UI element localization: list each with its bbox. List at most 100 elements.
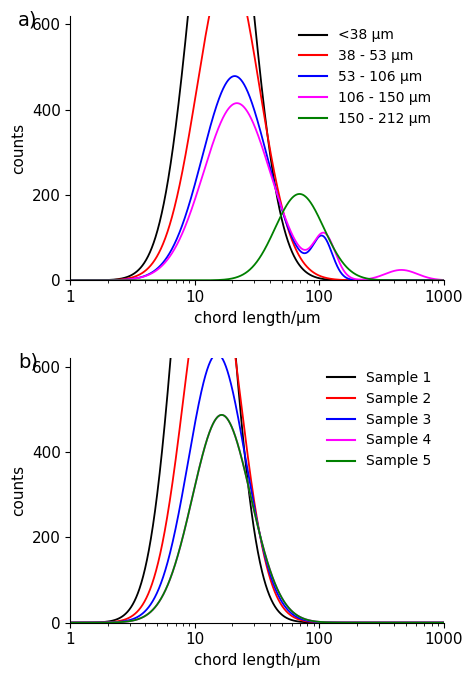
Sample 5: [362, 619, 367, 627]
Sample 2: [249, 483, 255, 491]
Sample 5: [441, 619, 447, 627]
Sample 4: [362, 619, 367, 627]
Sample 5: [87, 619, 92, 627]
Sample 5: [430, 619, 436, 627]
Sample 4: [87, 619, 92, 627]
38 - 53 μm: [67, 276, 73, 285]
150 - 212 μm: [430, 276, 436, 285]
<38 μm: [362, 276, 367, 285]
Legend: Sample 1, Sample 2, Sample 3, Sample 4, Sample 5: Sample 1, Sample 2, Sample 3, Sample 4, …: [321, 365, 437, 474]
Sample 5: [67, 619, 73, 627]
106 - 150 μm: [67, 276, 73, 285]
Sample 2: [67, 619, 73, 627]
Sample 2: [441, 619, 447, 627]
<38 μm: [430, 276, 436, 285]
<38 μm: [87, 276, 92, 285]
<38 μm: [67, 276, 73, 285]
53 - 106 μm: [249, 99, 255, 107]
Text: b): b): [18, 353, 38, 372]
106 - 150 μm: [441, 276, 447, 284]
106 - 150 μm: [430, 275, 436, 283]
Sample 3: [441, 619, 447, 627]
Line: Sample 3: Sample 3: [70, 354, 444, 623]
53 - 106 μm: [239, 77, 245, 86]
150 - 212 μm: [87, 276, 92, 285]
Sample 3: [362, 619, 367, 627]
150 - 212 μm: [441, 276, 447, 285]
Line: Sample 4: Sample 4: [70, 415, 444, 623]
Y-axis label: counts: counts: [11, 122, 26, 174]
X-axis label: chord length/μm: chord length/μm: [194, 653, 320, 668]
Sample 1: [441, 619, 447, 627]
Sample 4: [430, 619, 436, 627]
Sample 4: [249, 498, 255, 506]
Line: Sample 5: Sample 5: [70, 415, 444, 623]
Sample 3: [214, 350, 220, 358]
Sample 1: [239, 425, 245, 433]
Sample 5: [249, 498, 255, 506]
Sample 3: [430, 619, 436, 627]
150 - 212 μm: [239, 271, 245, 279]
Sample 2: [362, 619, 367, 627]
Sample 3: [249, 491, 255, 499]
150 - 212 μm: [67, 276, 73, 285]
38 - 53 μm: [430, 276, 436, 285]
Sample 1: [430, 619, 436, 627]
Sample 1: [430, 619, 436, 627]
53 - 106 μm: [67, 276, 73, 285]
150 - 212 μm: [430, 276, 436, 285]
150 - 212 μm: [362, 274, 367, 282]
53 - 106 μm: [441, 276, 447, 285]
Sample 5: [430, 619, 436, 627]
Legend: <38 μm, 38 - 53 μm, 53 - 106 μm, 106 - 150 μm, 150 - 212 μm: <38 μm, 38 - 53 μm, 53 - 106 μm, 106 - 1…: [293, 23, 437, 132]
Text: a): a): [18, 11, 37, 30]
53 - 106 μm: [87, 276, 92, 285]
Line: 106 - 150 μm: 106 - 150 μm: [70, 103, 444, 280]
Line: <38 μm: <38 μm: [70, 0, 444, 280]
Sample 2: [430, 619, 436, 627]
Sample 2: [87, 619, 92, 627]
53 - 106 μm: [232, 72, 237, 80]
106 - 150 μm: [239, 101, 245, 109]
Line: 150 - 212 μm: 150 - 212 μm: [70, 194, 444, 280]
53 - 106 μm: [430, 276, 436, 285]
Sample 2: [239, 408, 245, 416]
Sample 3: [87, 619, 92, 627]
Sample 3: [430, 619, 436, 627]
150 - 212 μm: [297, 190, 302, 198]
Line: 53 - 106 μm: 53 - 106 μm: [70, 76, 444, 280]
Sample 3: [67, 619, 73, 627]
Y-axis label: counts: counts: [11, 465, 26, 516]
106 - 150 μm: [362, 275, 367, 283]
Sample 4: [239, 456, 245, 464]
Sample 4: [441, 619, 447, 627]
Sample 5: [219, 411, 225, 419]
38 - 53 μm: [430, 276, 436, 285]
Sample 1: [201, 71, 206, 79]
38 - 53 μm: [87, 276, 92, 285]
Sample 4: [430, 619, 436, 627]
106 - 150 μm: [87, 276, 92, 285]
Sample 3: [239, 435, 245, 443]
Line: 38 - 53 μm: 38 - 53 μm: [70, 0, 444, 280]
53 - 106 μm: [362, 276, 367, 285]
106 - 150 μm: [249, 116, 255, 124]
Sample 2: [209, 243, 215, 251]
Sample 5: [239, 456, 245, 464]
150 - 212 μm: [249, 263, 255, 272]
Line: Sample 1: Sample 1: [70, 75, 444, 623]
106 - 150 μm: [234, 99, 240, 107]
Line: Sample 2: Sample 2: [70, 247, 444, 623]
Sample 4: [67, 619, 73, 627]
Sample 2: [430, 619, 436, 627]
X-axis label: chord length/μm: chord length/μm: [194, 310, 320, 326]
38 - 53 μm: [249, 38, 255, 46]
53 - 106 μm: [430, 276, 436, 285]
<38 μm: [430, 276, 436, 285]
38 - 53 μm: [362, 276, 367, 285]
Sample 1: [362, 619, 367, 627]
Sample 4: [219, 411, 225, 419]
Sample 1: [249, 512, 255, 520]
Sample 1: [87, 619, 92, 627]
Sample 1: [67, 619, 73, 627]
